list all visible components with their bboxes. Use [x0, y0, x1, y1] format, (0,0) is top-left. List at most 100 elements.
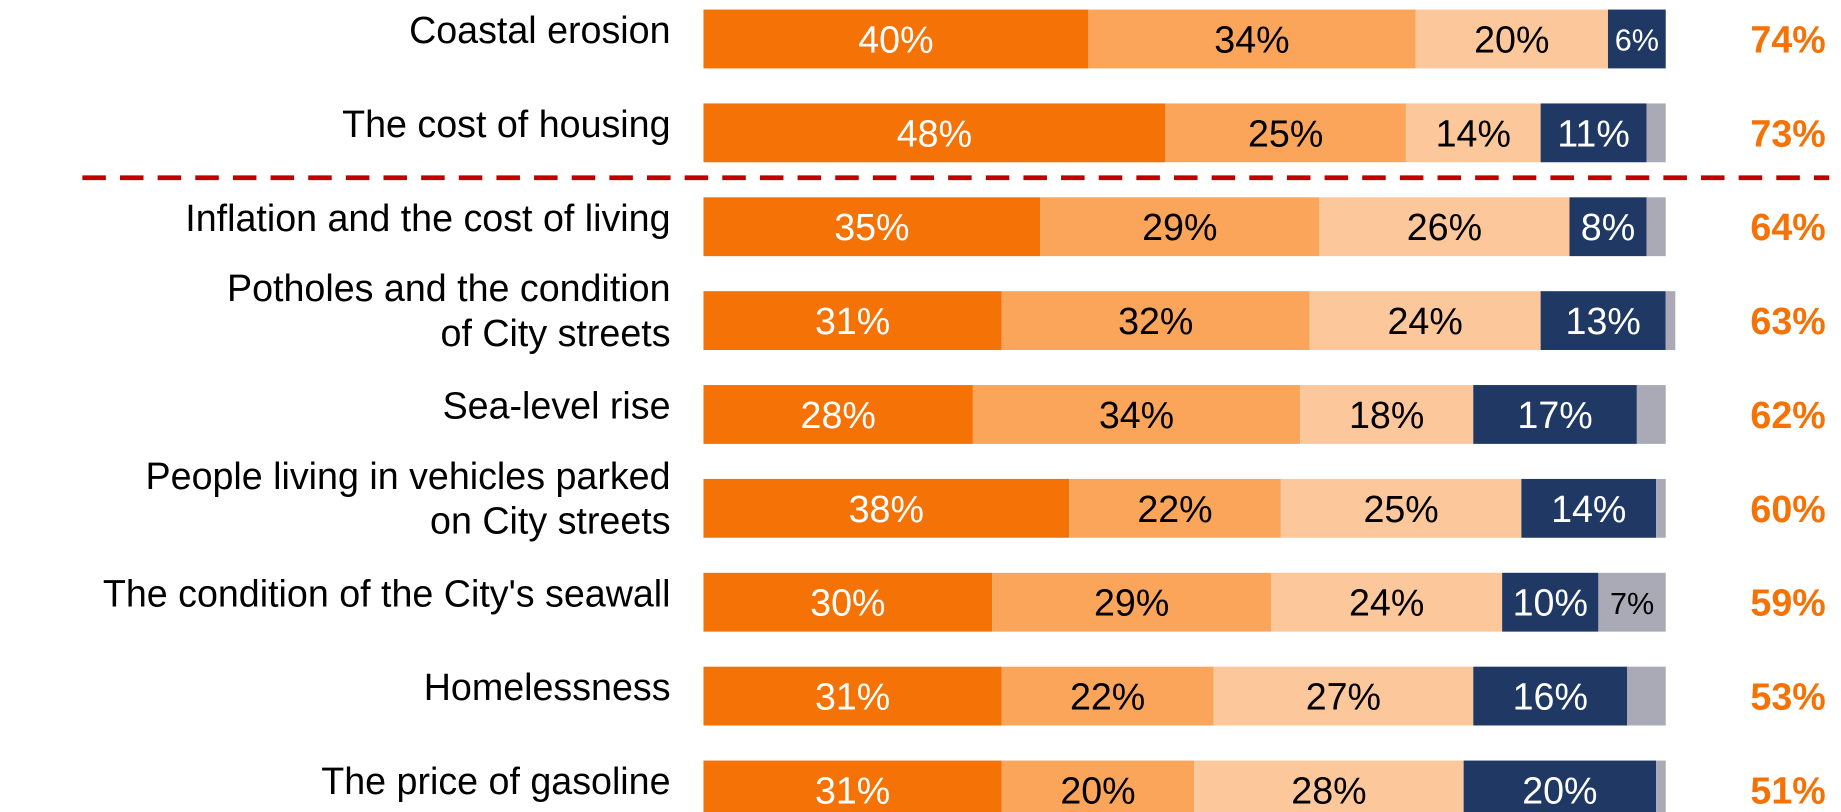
bar-segment [1569, 197, 1647, 257]
category-label: Homelessness [424, 666, 671, 708]
value-label: 16% [1513, 676, 1588, 718]
value-label: 31% [815, 300, 890, 342]
bar-segment [1502, 572, 1599, 632]
value-label: 14% [1436, 112, 1511, 154]
category-label: Coastal erosion [409, 9, 670, 51]
value-label: 20% [1522, 769, 1597, 811]
bar-segment [1636, 385, 1666, 444]
bar-segment [1665, 291, 1676, 351]
bar-segment [1213, 666, 1474, 726]
bar-segment [703, 385, 973, 444]
bar-segment [1646, 197, 1666, 257]
value-label: 30% [810, 582, 885, 624]
value-label: 34% [1214, 18, 1289, 60]
bar-segment [1627, 666, 1666, 726]
bar-segment [1088, 9, 1416, 69]
bar-segment [703, 760, 1002, 812]
total-label: 73% [1750, 112, 1825, 154]
bar-segment [1040, 197, 1320, 257]
value-label: 40% [858, 18, 933, 60]
value-label: 11% [1557, 112, 1630, 154]
bar-segment [1319, 197, 1570, 257]
bar-segment [1165, 103, 1406, 163]
value-label: 26% [1407, 206, 1482, 248]
bar-segment [1473, 666, 1628, 726]
category-label: The price of gasoline [321, 760, 670, 802]
value-label: 7% [1610, 587, 1654, 621]
value-label: 25% [1363, 488, 1438, 530]
bar-segment [1646, 103, 1666, 163]
total-label: 59% [1750, 582, 1825, 624]
value-label: 31% [815, 676, 890, 718]
value-label: 24% [1388, 300, 1463, 342]
value-label: 38% [849, 488, 924, 530]
value-label: 31% [815, 769, 890, 811]
value-label: 14% [1551, 488, 1626, 530]
bar-segment [992, 572, 1272, 632]
category-label: Sea-level rise [443, 385, 671, 427]
bar-segment [703, 197, 1041, 257]
bar-segment [1001, 666, 1214, 726]
value-label: 10% [1513, 582, 1588, 624]
value-label: 35% [834, 206, 909, 248]
value-label: 8% [1581, 206, 1635, 248]
total-label: 62% [1750, 394, 1825, 436]
value-label: 29% [1142, 206, 1217, 248]
bar-segment [1300, 385, 1474, 444]
bar-segment [1271, 572, 1503, 632]
value-label: 25% [1248, 112, 1323, 154]
total-label: 51% [1750, 769, 1825, 811]
value-label: 27% [1306, 676, 1381, 718]
bar-segment [703, 291, 1002, 351]
bar-segment [1521, 478, 1657, 538]
bar-segment [1540, 291, 1666, 351]
category-label: Inflation and the cost of living [185, 197, 670, 239]
bar-segment [1473, 385, 1637, 444]
value-label: 28% [1291, 769, 1366, 811]
bar-segment [1598, 572, 1666, 632]
value-label: 20% [1474, 18, 1549, 60]
bar-segment [703, 572, 993, 632]
bar-segment [1415, 9, 1608, 69]
bar-segment [1309, 291, 1541, 351]
total-label: 63% [1750, 300, 1825, 342]
value-label: 34% [1099, 394, 1174, 436]
bar-segment [1463, 760, 1657, 812]
bar-segment [703, 478, 1070, 538]
bar-segment [1001, 760, 1195, 812]
value-label: 32% [1118, 300, 1193, 342]
bar-segment [1607, 9, 1666, 69]
value-label: 13% [1566, 300, 1641, 342]
bar-segment [1405, 103, 1541, 163]
value-label: 6% [1615, 24, 1659, 58]
value-label: 29% [1094, 582, 1169, 624]
total-label: 60% [1750, 488, 1825, 530]
bar-segment [703, 666, 1002, 726]
total-label: 74% [1750, 18, 1825, 60]
value-label: 48% [897, 112, 972, 154]
category-label: The cost of housing [342, 103, 670, 145]
total-label: 64% [1750, 206, 1825, 248]
value-label: 24% [1349, 582, 1424, 624]
bar-segment [1656, 478, 1666, 538]
value-label: 22% [1137, 488, 1212, 530]
value-label: 22% [1070, 676, 1145, 718]
bar-segment [1069, 478, 1281, 538]
bar-segment [1656, 760, 1666, 812]
bar-segment [1001, 291, 1310, 351]
value-label: 28% [801, 394, 876, 436]
value-label: 17% [1517, 394, 1592, 436]
category-label: The condition of the City's seawall [103, 572, 671, 614]
value-label: 18% [1349, 394, 1424, 436]
bar-segment [1540, 103, 1647, 163]
category-label: Potholes and the condition of City street… [227, 267, 670, 354]
category-label: People living in vehicles parked on City … [146, 455, 671, 542]
bar-segment [703, 9, 1089, 69]
bar-segment [972, 385, 1301, 444]
total-label: 53% [1750, 676, 1825, 718]
bar-segment [703, 103, 1166, 163]
bar-segment [1280, 478, 1522, 538]
value-label: 20% [1060, 769, 1135, 811]
